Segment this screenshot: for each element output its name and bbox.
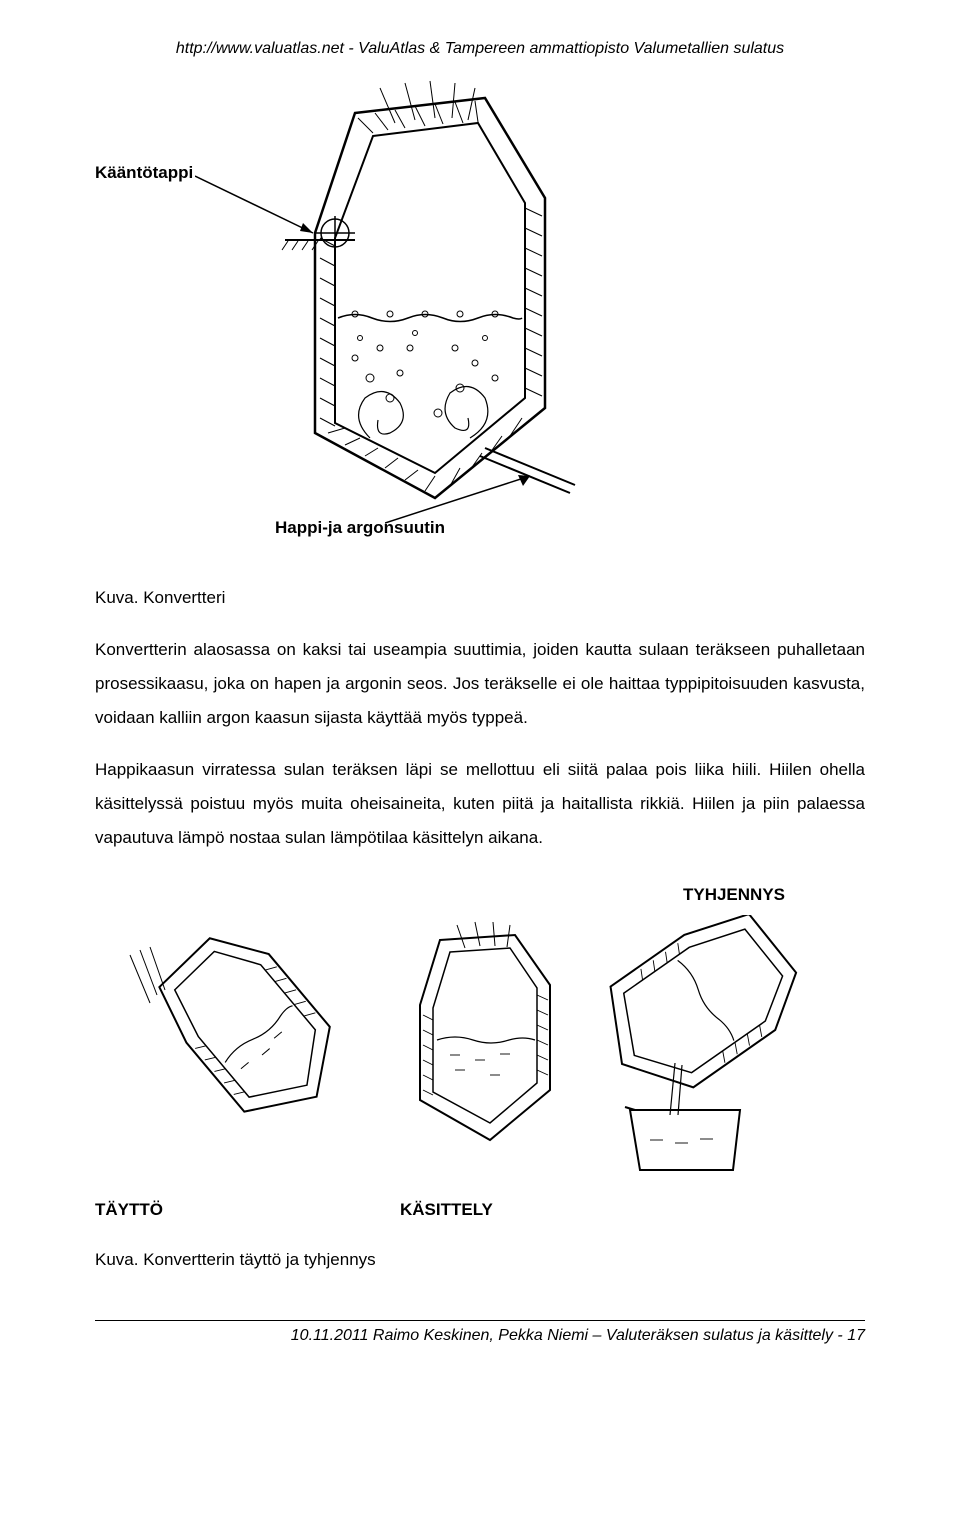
emptying-icon bbox=[582, 915, 816, 1170]
body-text: Konvertterin alaosassa on kaksi tai usea… bbox=[95, 633, 865, 855]
paragraph-1: Konvertterin alaosassa on kaksi tai usea… bbox=[95, 633, 865, 735]
filling-label: TÄYTTÖ bbox=[95, 1200, 400, 1220]
header-url: http://www.valuatlas.net - ValuAtlas & T… bbox=[95, 40, 865, 58]
figure-caption-bottom: Kuva. Konvertterin täyttö ja tyhjennys bbox=[95, 1250, 865, 1270]
processing-label: KÄSITTELY bbox=[400, 1200, 493, 1220]
nozzle-label: Happi-ja argonsuutin bbox=[275, 518, 445, 538]
turn-pin-label: Kääntötappi bbox=[95, 163, 193, 183]
bottom-labels-row: TÄYTTÖ KÄSITTELY bbox=[95, 1200, 865, 1220]
footer-text: 10.11.2011 Raimo Keskinen, Pekka Niemi –… bbox=[95, 1320, 865, 1345]
filling-icon bbox=[130, 916, 359, 1139]
converter-vessel-icon bbox=[260, 78, 600, 518]
converter-diagram: Kääntötappi bbox=[95, 78, 865, 558]
fill-process-diagram bbox=[95, 915, 865, 1180]
emptying-label: TYHJENNYS bbox=[95, 885, 865, 905]
figure-caption-top: Kuva. Konvertteri bbox=[95, 588, 865, 608]
processing-icon bbox=[420, 922, 550, 1140]
paragraph-2: Happikaasun virratessa sulan teräksen lä… bbox=[95, 753, 865, 855]
